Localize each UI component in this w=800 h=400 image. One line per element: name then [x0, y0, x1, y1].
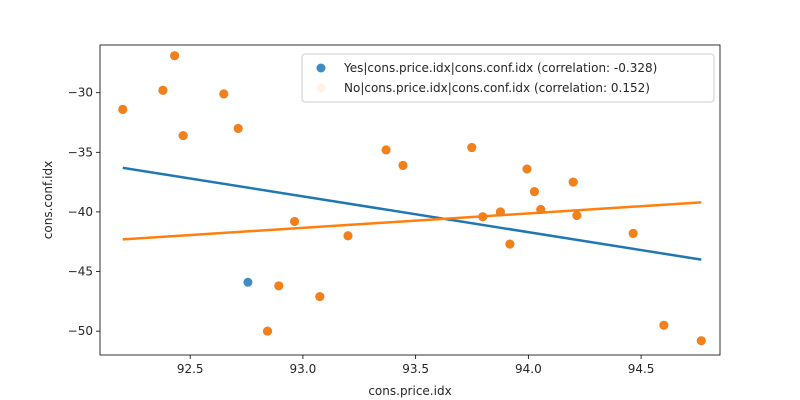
- legend-label-no: No|cons.price.idx|cons.conf.idx (correla…: [344, 81, 650, 95]
- y-axis-label: cons.conf.idx: [41, 161, 55, 239]
- data-point-1-19: [536, 205, 546, 215]
- y-tick-label: −45: [68, 265, 93, 279]
- data-point-1-24: [696, 336, 706, 346]
- data-point-1-7: [274, 281, 284, 291]
- legend-box: [301, 53, 715, 103]
- data-point-1-11: [381, 145, 391, 155]
- data-point-1-18: [529, 187, 539, 197]
- data-points: [118, 51, 706, 346]
- data-point-1-0: [118, 104, 128, 114]
- y-tick-label: −30: [68, 86, 93, 100]
- regression-lines: [122, 166, 702, 261]
- regression-line-1: [122, 201, 702, 241]
- legend: Yes|cons.price.idx|cons.conf.idx (correl…: [301, 53, 715, 103]
- y-tick-label: −35: [68, 145, 93, 159]
- x-tick-label: 93.0: [290, 362, 317, 376]
- data-point-1-21: [572, 211, 582, 220]
- data-point-1-10: [343, 231, 353, 241]
- data-point-1-9: [315, 292, 325, 302]
- x-tick-label: 93.5: [402, 362, 429, 376]
- data-point-1-12: [398, 160, 408, 170]
- data-point-1-16: [505, 239, 515, 249]
- data-point-1-4: [219, 89, 229, 99]
- plot-frame: [99, 44, 721, 356]
- data-point-1-6: [263, 326, 273, 336]
- legend-marker-yes: [316, 63, 326, 73]
- data-point-1-2: [170, 51, 180, 61]
- legend-label-yes: Yes|cons.price.idx|cons.conf.idx (correl…: [343, 61, 657, 75]
- data-point-1-22: [628, 228, 638, 238]
- data-point-1-8: [290, 216, 300, 226]
- x-axis-label: cons.price.idx: [368, 384, 451, 398]
- y-tick-label: −40: [68, 205, 93, 219]
- data-point-0-6: [243, 277, 253, 287]
- x-tick-label: 94.5: [628, 362, 655, 376]
- y-axis-ticks: −50 −45 −40 −35 −30: [68, 86, 100, 338]
- y-tick-label: −50: [68, 324, 93, 338]
- data-point-1-1: [158, 85, 168, 95]
- x-tick-label: 92.5: [177, 362, 204, 376]
- data-point-1-15: [495, 207, 505, 217]
- data-point-1-5: [233, 123, 243, 133]
- regression-line-0: [122, 166, 702, 261]
- legend-marker-no: [316, 83, 326, 93]
- data-point-1-13: [467, 143, 477, 153]
- data-point-1-17: [522, 164, 532, 174]
- data-point-1-14: [478, 212, 488, 222]
- data-point-1-20: [568, 177, 578, 187]
- x-axis-ticks: 92.5 93.0 93.5 94.0 94.5: [177, 355, 655, 376]
- data-point-1-23: [659, 320, 669, 330]
- data-point-1-3: [178, 131, 188, 141]
- x-tick-label: 94.0: [515, 362, 542, 376]
